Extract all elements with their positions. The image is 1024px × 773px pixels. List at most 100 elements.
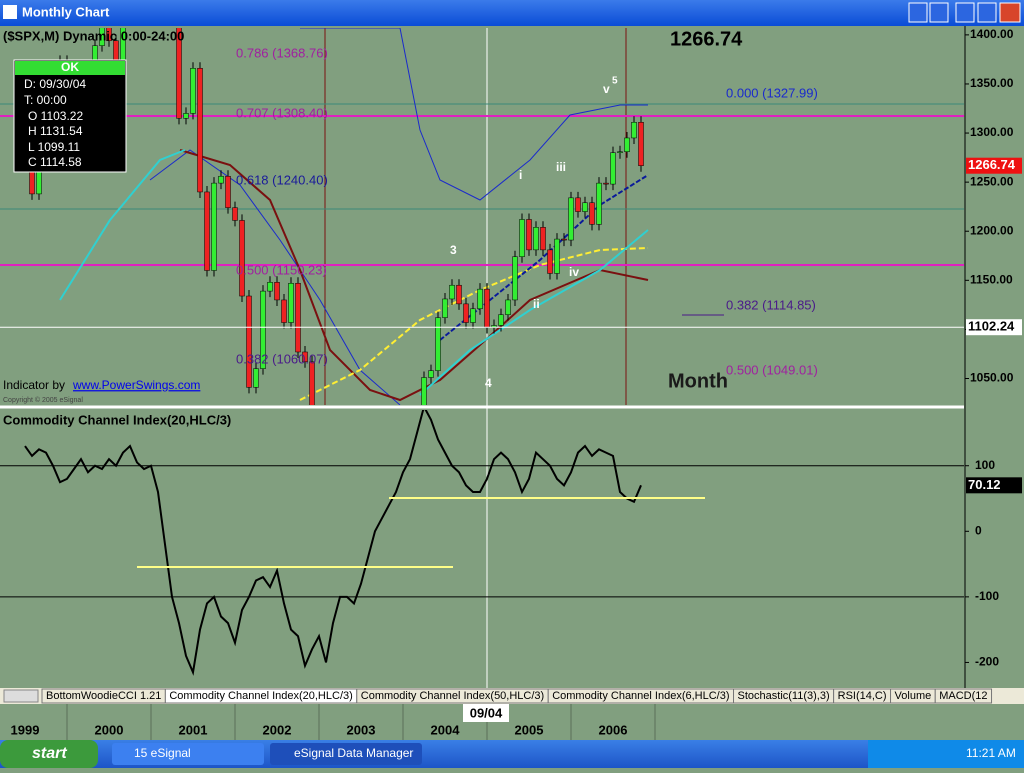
period-label: Month: [668, 370, 728, 392]
candle: [526, 219, 532, 251]
btn-restore-app[interactable]: [929, 2, 949, 23]
wave-label: 5: [612, 76, 618, 87]
tab-label[interactable]: BottomWoodieCCI 1.21: [46, 690, 161, 702]
x-axis: 1999 2000 2001 2002 2003 2004 2005 2006: [11, 704, 656, 740]
y-tick-label: -200: [975, 655, 999, 669]
cci-title: Commodity Channel Index(20,HLC/3): [3, 412, 231, 427]
fib-label: 0.500 (1150.23): [236, 262, 327, 277]
cursor-date: 09/04: [470, 705, 503, 720]
price-box-label: 1102.24: [968, 319, 1015, 334]
candle: [554, 238, 560, 274]
candle: [428, 370, 434, 378]
y-tick-label: 1350.00: [970, 76, 1014, 90]
indicators: [59, 28, 649, 405]
btn-dropdown[interactable]: [908, 2, 928, 23]
title-bar: [0, 0, 1024, 26]
data-row: H 1131.54: [28, 124, 83, 138]
task-item[interactable]: [270, 743, 422, 765]
candle: [309, 361, 315, 405]
candle: [99, 28, 105, 46]
y-tick-label: 1050.00: [970, 371, 1014, 385]
task-label[interactable]: 15 eSignal: [134, 746, 191, 760]
tab-label[interactable]: Commodity Channel Index(20,HLC/3): [169, 690, 352, 702]
window-buttons[interactable]: [908, 2, 1021, 23]
x-tick-label: 2000: [95, 722, 124, 737]
candle: [260, 290, 266, 369]
candle: [190, 68, 196, 114]
y-tick-label: 1250.00: [970, 174, 1014, 188]
cci-marks: [0, 410, 964, 676]
tab-label[interactable]: MACD(12: [939, 690, 987, 702]
btn-maximize[interactable]: [977, 2, 997, 23]
ma-cyan: [59, 149, 649, 396]
fib-label: 0.000 (1327.99): [726, 85, 818, 100]
candle: [575, 197, 581, 212]
wave-label: 4: [485, 376, 492, 390]
candle: [197, 68, 203, 193]
data-ok[interactable]: OK: [61, 60, 79, 74]
candle: [295, 283, 301, 353]
candle: [582, 202, 588, 212]
app-icon: [3, 5, 17, 19]
price-box: [966, 157, 1022, 174]
tab-label[interactable]: Commodity Channel Index(50,HLC/3): [361, 690, 544, 702]
data-row: C 1114.58: [28, 155, 82, 169]
btn-minimize[interactable]: [955, 2, 975, 23]
y-tick-label: 1150.00: [970, 272, 1013, 286]
x-tick-label: 2002: [263, 722, 292, 737]
fib-label: 0.382 (1060.07): [236, 351, 328, 366]
tab-label[interactable]: RSI(14,C): [838, 690, 887, 702]
price-box-label: 1266.74: [968, 157, 1016, 172]
cci-line: [24, 410, 642, 676]
wave-label: ii: [533, 297, 540, 311]
task-label[interactable]: eSignal Data Manager: [294, 746, 413, 760]
candle: [449, 284, 455, 300]
candle: [498, 314, 504, 326]
candle: [624, 137, 630, 152]
tab[interactable]: [934, 688, 993, 704]
x-tick-label: 2003: [347, 722, 376, 737]
candle: [281, 299, 287, 323]
y-tick-label: 1300.00: [970, 125, 1014, 139]
tab-label[interactable]: Commodity Channel Index(6,HLC/3): [552, 690, 729, 702]
candle: [239, 220, 245, 297]
candle: [302, 351, 308, 363]
y-tick-label: 1200.00: [970, 223, 1014, 237]
window-title: Monthly Chart: [22, 4, 110, 19]
candle: [456, 284, 462, 305]
candle: [176, 28, 182, 119]
cursor-date-box: [463, 704, 509, 722]
tab-label[interactable]: Volume: [895, 690, 932, 702]
credit-link[interactable]: www.PowerSwings.com: [72, 378, 200, 392]
wave-label: v: [603, 82, 610, 96]
tab-label[interactable]: Stochastic(11(3),3): [738, 690, 830, 702]
candle: [246, 295, 252, 388]
wave-labels: v 5 i iii 3 iv ii 4: [450, 76, 618, 391]
start-button[interactable]: [0, 740, 98, 768]
fib-label: 0.618 (1240.40): [236, 172, 328, 187]
candle: [603, 182, 609, 185]
x-tick-label: 2001: [179, 722, 208, 737]
candle: [288, 283, 294, 323]
start-label[interactable]: start: [32, 745, 67, 762]
data-window: OK D: 09/30/04 T: 00:00 O 1103.22 H 1131…: [13, 59, 127, 173]
candle: [547, 249, 553, 274]
candle: [106, 28, 112, 42]
candle: [211, 182, 217, 271]
candle: [540, 227, 546, 251]
candle: [505, 299, 511, 315]
candle: [610, 152, 616, 185]
btn-close[interactable]: [999, 2, 1021, 23]
copyright: Copyright © 2005 eSignal: [3, 396, 83, 404]
y-tick-label: -100: [975, 589, 999, 603]
candle: [512, 256, 518, 301]
y-tick-label: 0: [975, 523, 982, 537]
fib-label: 0.382 (1114.85): [726, 297, 816, 312]
candle: [561, 238, 567, 241]
task-item[interactable]: [112, 743, 264, 765]
candle: [519, 219, 525, 258]
y-tick-label: 1400.00: [970, 27, 1014, 41]
chart-area: [0, 26, 1024, 688]
